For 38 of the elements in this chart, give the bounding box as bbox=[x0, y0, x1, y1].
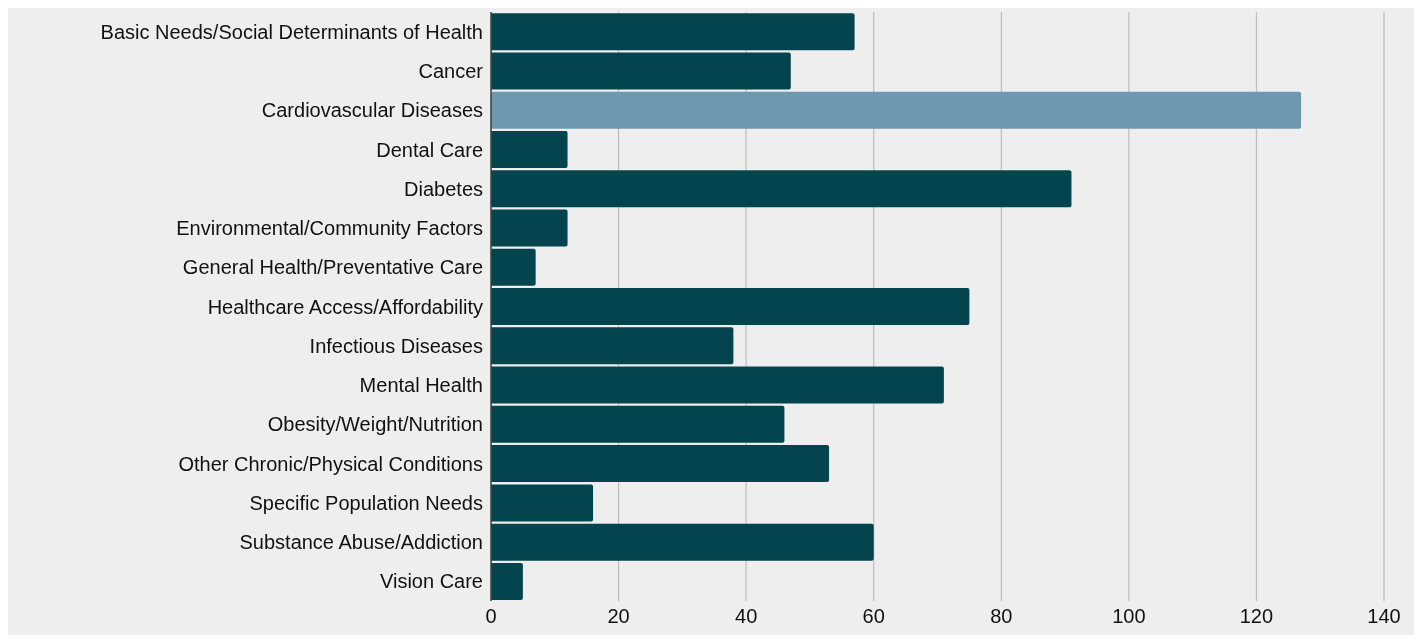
x-tick-label: 140 bbox=[1367, 605, 1401, 628]
bar bbox=[491, 327, 734, 365]
y-tick-label: Other Chronic/Physical Conditions bbox=[178, 452, 483, 475]
bar bbox=[491, 445, 830, 483]
bar bbox=[491, 562, 523, 600]
y-tick-label: Diabetes bbox=[404, 177, 483, 200]
y-tick-label: Obesity/Weight/Nutrition bbox=[267, 413, 483, 436]
bar bbox=[491, 288, 970, 326]
x-tick-label: 80 bbox=[990, 605, 1013, 628]
bar bbox=[491, 52, 791, 90]
y-tick-label: Environmental/Community Factors bbox=[176, 217, 483, 240]
bar bbox=[491, 130, 568, 168]
y-tick-label: Mental Health bbox=[359, 374, 483, 397]
bar bbox=[491, 91, 1302, 129]
bar bbox=[491, 405, 785, 443]
y-tick-label: Dental Care bbox=[376, 138, 483, 161]
bar bbox=[491, 366, 944, 404]
bar bbox=[491, 248, 536, 286]
bar bbox=[491, 170, 1072, 208]
x-tick-label: 0 bbox=[485, 605, 497, 628]
x-tick-label: 60 bbox=[862, 605, 885, 628]
y-tick-label: General Health/Preventative Care bbox=[182, 256, 483, 279]
x-tick-label: 100 bbox=[1112, 605, 1146, 628]
y-tick-label: Vision Care bbox=[379, 570, 483, 593]
bar bbox=[491, 209, 568, 247]
y-tick-label: Infectious Diseases bbox=[309, 334, 483, 357]
bar bbox=[491, 523, 874, 561]
bar bbox=[491, 484, 594, 522]
y-tick-label: Healthcare Access/Affordability bbox=[207, 295, 483, 318]
y-tick-label: Substance Abuse/Addiction bbox=[239, 531, 483, 554]
x-tick-label: 120 bbox=[1239, 605, 1274, 628]
y-tick-label: Cardiovascular Diseases bbox=[261, 99, 483, 122]
x-tick-label: 40 bbox=[735, 605, 758, 628]
y-tick-label: Cancer bbox=[418, 60, 484, 82]
y-tick-label: Basic Needs/Social Determinants of Health bbox=[100, 20, 483, 43]
bar bbox=[491, 13, 855, 51]
x-tick-label: 20 bbox=[607, 605, 630, 628]
y-tick-label: Specific Population Needs bbox=[249, 491, 483, 514]
